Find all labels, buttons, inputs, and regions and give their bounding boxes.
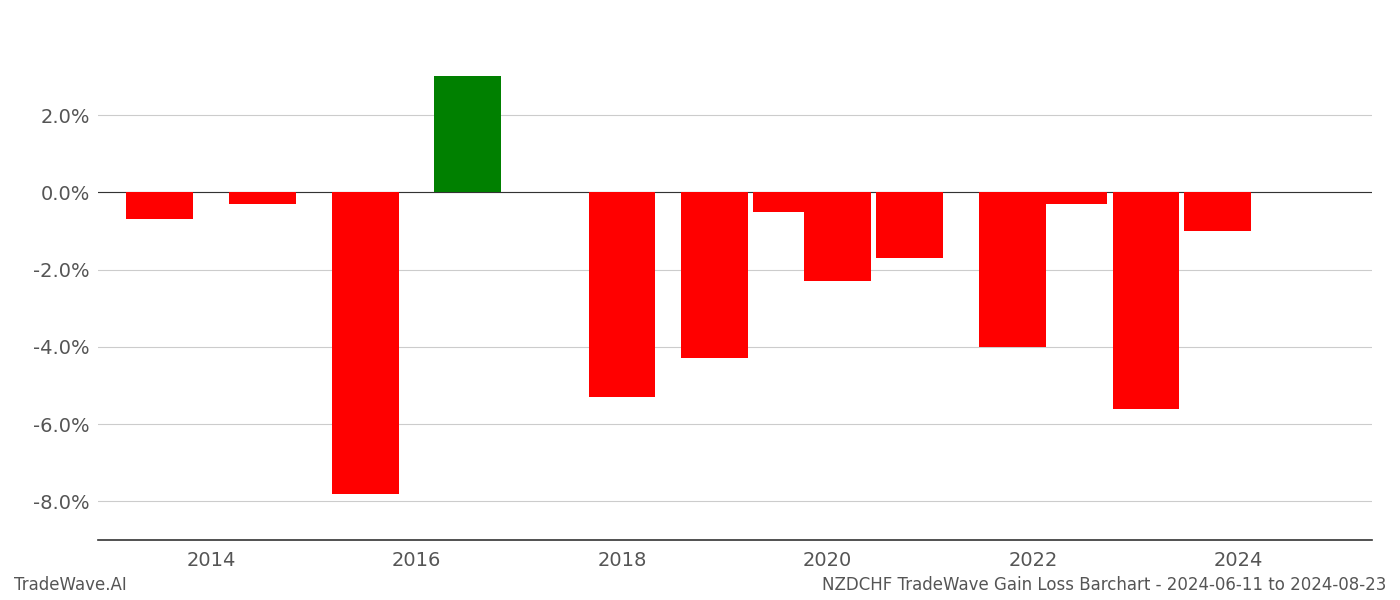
Text: NZDCHF TradeWave Gain Loss Barchart - 2024-06-11 to 2024-08-23: NZDCHF TradeWave Gain Loss Barchart - 20… bbox=[822, 576, 1386, 594]
Bar bbox=[876, 192, 944, 258]
Bar bbox=[1040, 192, 1107, 204]
Bar bbox=[979, 192, 1046, 347]
Bar bbox=[332, 192, 399, 494]
Bar bbox=[805, 192, 871, 281]
Bar bbox=[588, 192, 655, 397]
Bar bbox=[434, 76, 501, 192]
Bar bbox=[1113, 192, 1179, 409]
Text: TradeWave.AI: TradeWave.AI bbox=[14, 576, 127, 594]
Bar bbox=[230, 192, 295, 204]
Bar bbox=[1184, 192, 1252, 231]
Bar bbox=[680, 192, 748, 358]
Bar bbox=[126, 192, 193, 220]
Bar bbox=[753, 192, 820, 212]
